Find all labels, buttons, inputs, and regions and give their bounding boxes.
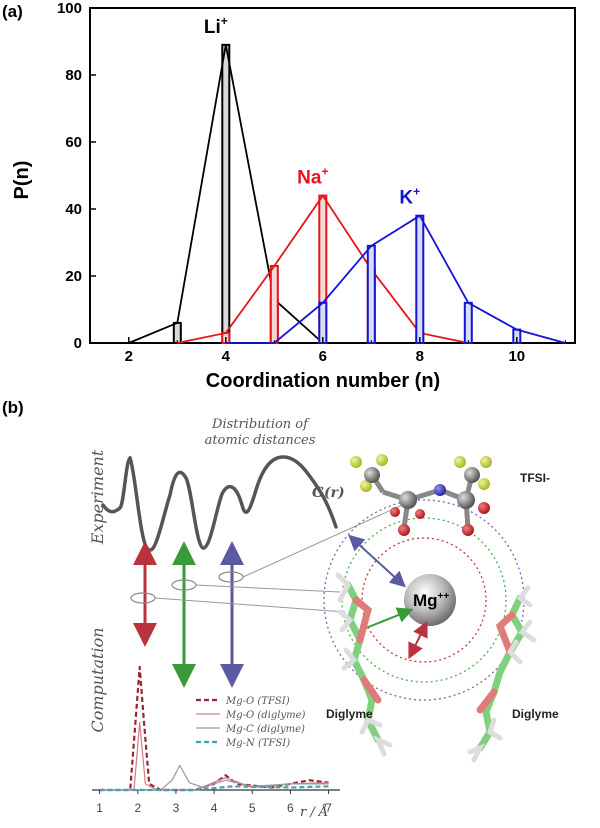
bar-k-n9	[463, 301, 473, 344]
gr-label: G(r)	[312, 485, 345, 501]
x-tick-label: 2	[125, 348, 133, 365]
legend-label-2: Mg-O (diglyme)	[225, 710, 306, 721]
r-tick-label: 5	[249, 801, 256, 815]
ion-label-na: Na+	[297, 165, 328, 189]
inner-shell-circle	[361, 537, 487, 663]
bar-li-n4	[221, 43, 231, 344]
tfsi-label: TFSI-	[520, 471, 550, 485]
panel-a-ticks: 0 20 40 60 80 100 2 4 6 8 10	[57, 0, 566, 365]
tfsi-molecule	[350, 454, 492, 536]
r-axis-label: r / Å	[300, 804, 328, 820]
line-k	[225, 214, 566, 344]
bar-li-n3	[172, 321, 182, 344]
legend-label-4: Mg-N (TFSI)	[225, 738, 290, 749]
comp-series-3	[99, 764, 329, 791]
r-tick-label: 3	[173, 801, 180, 815]
r-tick-label: 7	[325, 801, 332, 815]
mg-label: Mg++	[413, 591, 449, 610]
panel-b-label: (b)	[2, 398, 24, 417]
panel-a-ion-labels: Li+ Na+ K+	[204, 14, 420, 209]
x-tick-label: 6	[319, 348, 327, 365]
diglyme-left-molecule	[335, 572, 393, 757]
computation-label: Computation	[88, 627, 107, 732]
y-tick-label: 20	[65, 268, 82, 285]
bar-k-n6	[318, 301, 328, 344]
bar-k-n7	[366, 244, 376, 345]
panel-b-ticks: 1 2 3 4 5 6 7	[96, 790, 332, 815]
mg-o-arrow	[408, 620, 428, 660]
bar-na-n5	[269, 264, 279, 345]
panel-a-series	[128, 43, 566, 345]
r-tick-label: 2	[134, 801, 141, 815]
comp-series-4	[99, 785, 329, 792]
experiment-label: Experiment	[88, 449, 107, 545]
comp-series-1	[99, 665, 329, 792]
panel-a-axes	[89, 7, 576, 344]
x-tick-label: 10	[508, 348, 525, 365]
mg-n-arrow	[348, 534, 406, 588]
mg-ion-sphere	[404, 574, 456, 626]
legend-label-3: Mg-C (diglyme)	[225, 724, 305, 735]
x-axis-title: Coordination number (n)	[206, 370, 440, 392]
legend-label-1: Mg-O (TFSI)	[225, 696, 290, 707]
connector-line-2	[195, 584, 341, 593]
series-k	[225, 214, 566, 345]
panel-a-label: (a)	[2, 2, 23, 21]
plot-frame	[89, 7, 576, 344]
panel-b-legend: Mg-O (TFSI) Mg-O (diglyme) Mg-C (diglyme) M…	[196, 696, 306, 749]
peak-ellipse-1	[130, 592, 156, 604]
ion-label-k: K+	[399, 185, 420, 209]
experiment-gr-curve	[101, 455, 338, 552]
diglyme-left-label: Diglyme	[326, 707, 373, 721]
diglyme-right-molecule	[467, 585, 537, 763]
mg-c-arrow	[365, 607, 414, 629]
x-tick-label: 8	[416, 348, 424, 365]
y-tick-label: 60	[65, 134, 82, 151]
bar-k-n8	[415, 214, 425, 344]
connector-line-1	[154, 597, 346, 613]
r-tick-label: 1	[96, 801, 103, 815]
x-tick-label: 4	[222, 348, 231, 365]
diglyme-right-label: Diglyme	[512, 707, 559, 721]
r-tick-label: 6	[287, 801, 294, 815]
y-tick-label: 40	[65, 201, 82, 218]
r-tick-label: 4	[211, 801, 218, 815]
y-tick-label: 80	[65, 67, 82, 84]
ion-label-li: Li+	[204, 14, 228, 38]
middle-shell-circle	[341, 517, 507, 683]
series-li	[128, 43, 324, 345]
y-tick-label: 100	[57, 0, 82, 17]
distribution-caption-line1: Distribution of	[211, 417, 310, 432]
y-axis-title: P(n)	[11, 161, 33, 200]
distribution-caption-line2: atomic distances	[205, 433, 316, 448]
y-tick-label: 0	[74, 335, 82, 352]
